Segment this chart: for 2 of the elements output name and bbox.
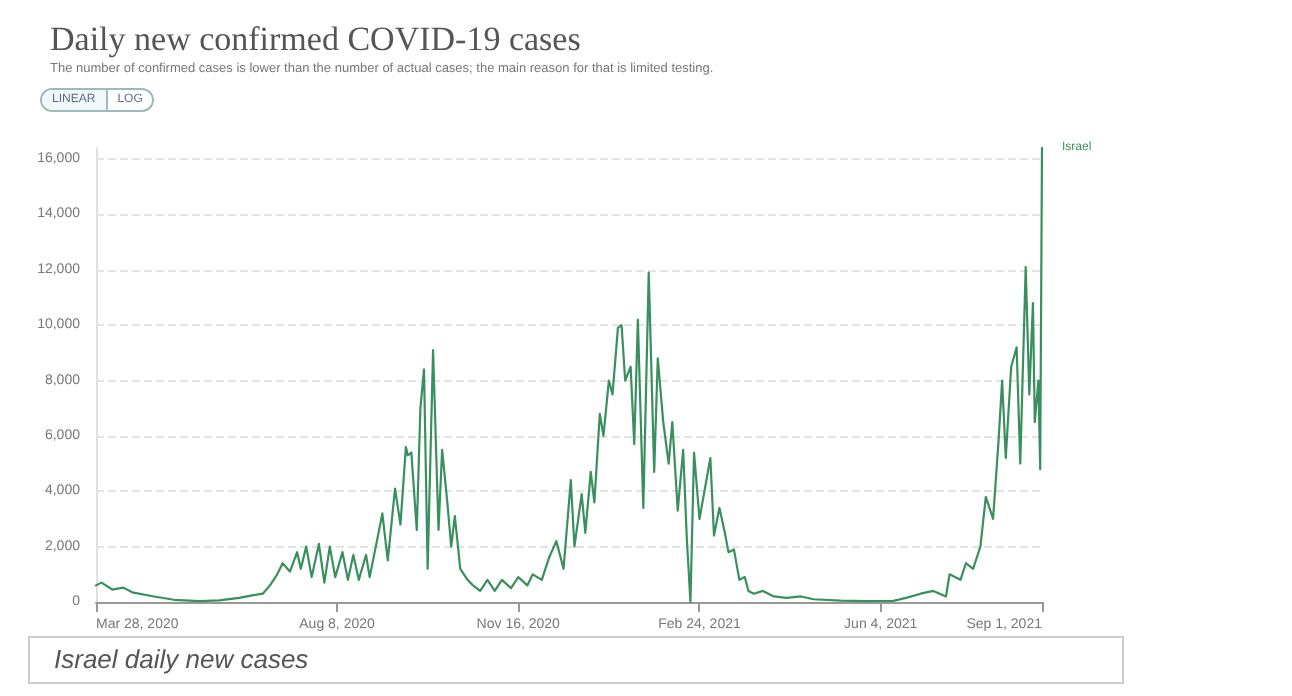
chart-title: Daily new confirmed COVID-19 cases: [50, 20, 581, 58]
text: Israel daily new cases: [28, 636, 1124, 684]
